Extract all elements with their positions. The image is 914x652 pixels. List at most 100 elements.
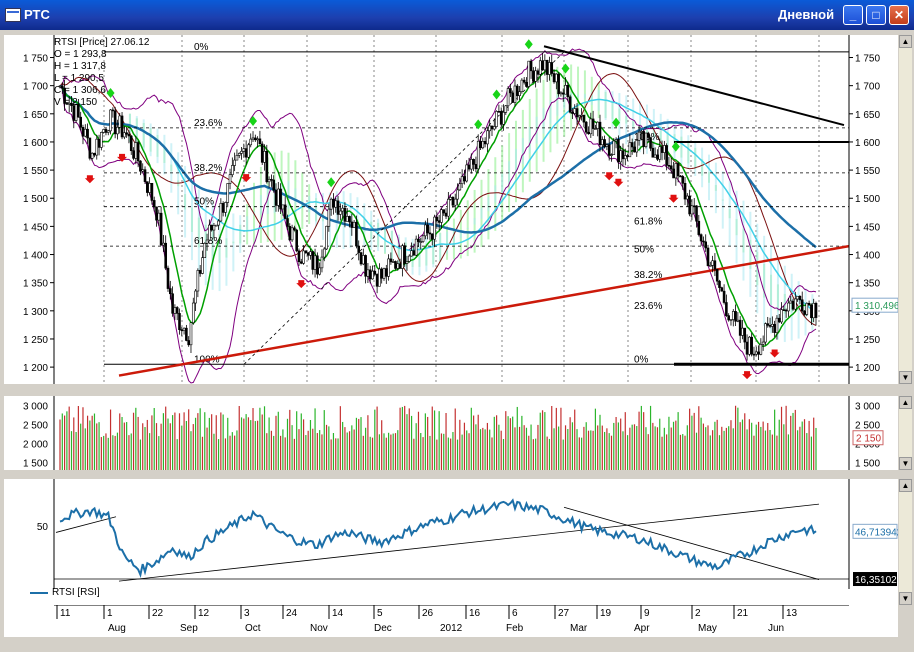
candle-body [148, 182, 151, 193]
candle-body [635, 140, 639, 153]
candle-body [658, 146, 662, 160]
cloud-segment [797, 281, 800, 339]
info-close: C = 1 306,6 [54, 85, 106, 96]
cloud-segment [701, 147, 704, 188]
candle-body [580, 114, 583, 117]
candle-body [555, 73, 558, 83]
candle-body [428, 232, 432, 235]
scroll-up-arrow-icon[interactable]: ▲ [899, 396, 912, 409]
scroll-up-arrow-icon[interactable]: ▲ [899, 35, 912, 48]
scroll-down-arrow-icon[interactable]: ▼ [899, 592, 912, 605]
candle-body [414, 238, 418, 256]
day-label: 22 [152, 608, 164, 619]
cloud-segment [563, 92, 566, 109]
candle-body [679, 175, 682, 178]
fractal-up-marker [671, 141, 680, 152]
fib-level-label: 50% [194, 197, 214, 208]
price-scrollbar[interactable]: ▲ ▼ [899, 35, 912, 384]
candle-body [607, 144, 611, 156]
candle-body [343, 207, 347, 222]
candle-body [162, 242, 165, 246]
cloud-segment [432, 236, 435, 268]
close-button[interactable]: ✕ [889, 5, 909, 25]
cloud-segment [708, 154, 710, 201]
candle-body [387, 258, 390, 277]
candle-body [748, 336, 751, 355]
cloud-segment [308, 195, 311, 213]
y-tick-label: 1 200 [855, 363, 880, 374]
scroll-down-arrow-icon[interactable]: ▼ [899, 371, 912, 384]
candle-body [178, 313, 181, 330]
candle-body [196, 270, 200, 292]
candle-body [490, 125, 494, 130]
price-pane[interactable]: 0%23.6%38.2%50%61.8%100%0%23.6%38.2%50%6… [4, 35, 900, 384]
cloud-segment [294, 188, 297, 205]
candle-body [465, 164, 469, 182]
candle-body [276, 188, 280, 206]
info-high: H = 1 317,8 [54, 61, 106, 72]
price-chart[interactable]: 0%23.6%38.2%50%61.8%100%0%23.6%38.2%50%6… [4, 35, 900, 384]
candle-body [198, 270, 202, 274]
candle-body [497, 111, 501, 113]
cloud-segment [770, 246, 773, 334]
candle-body [545, 59, 549, 75]
volume-scrollbar[interactable]: ▲ ▼ [899, 396, 912, 470]
candle-body [93, 152, 96, 156]
title-bar: РТС Дневной _ □ ✕ [0, 0, 914, 30]
candle-body [594, 128, 597, 130]
cloud-segment [632, 98, 635, 150]
candle-body [600, 139, 604, 146]
candle-body [272, 179, 276, 191]
candle-body [254, 137, 257, 141]
candle-body [575, 108, 579, 118]
y-tick-label: 1 650 [23, 110, 48, 121]
candle-body [803, 310, 806, 315]
minimize-button[interactable]: _ [843, 5, 863, 25]
candle-body [463, 176, 466, 182]
cloud-segment [714, 162, 717, 214]
scroll-up-arrow-icon[interactable]: ▲ [899, 479, 912, 492]
day-label: 19 [600, 608, 612, 619]
candle-body [180, 329, 184, 331]
candle-body [789, 300, 793, 304]
cloud-segment [142, 119, 145, 152]
candle-body [518, 91, 521, 96]
candle-body [787, 302, 790, 312]
cloud-segment [604, 89, 607, 121]
candle-body [805, 302, 809, 315]
candle-body [233, 159, 236, 166]
candle-body [316, 255, 319, 275]
fib-level-label: 0% [194, 42, 209, 53]
candle-body [290, 227, 294, 241]
cloud-segment [728, 180, 731, 247]
candle-body [766, 323, 770, 326]
rsi-pane[interactable]: 50 46,713942 16,35102 RTSI [RSI] [4, 479, 903, 605]
month-label: Feb [506, 623, 524, 634]
candle-body [350, 221, 354, 228]
candle-body [152, 200, 156, 208]
maximize-button[interactable]: □ [866, 5, 886, 25]
cloud-segment [211, 201, 214, 290]
scroll-down-arrow-icon[interactable]: ▼ [899, 457, 912, 470]
candle-body [543, 59, 547, 71]
y-tick-label: 1 700 [23, 82, 48, 93]
candle-body [708, 265, 712, 267]
rsi-chart[interactable]: 50 46,713942 16,35102 [4, 479, 903, 589]
candle-body [150, 182, 154, 201]
candle-body [688, 195, 691, 215]
fib-level-label: 61.8% [634, 216, 662, 227]
volume-tick-label: 3 000 [855, 401, 880, 412]
candle-body [706, 247, 710, 266]
candle-body [794, 298, 797, 310]
candle-body [265, 150, 269, 183]
rsi-scrollbar[interactable]: ▲ ▼ [899, 479, 912, 605]
candle-body [309, 251, 312, 256]
day-label: 12 [198, 608, 210, 619]
cloud-segment [625, 95, 628, 145]
candle-body [102, 129, 105, 133]
candle-body [729, 319, 733, 321]
candle-body [750, 336, 753, 355]
candle-body [812, 302, 816, 319]
